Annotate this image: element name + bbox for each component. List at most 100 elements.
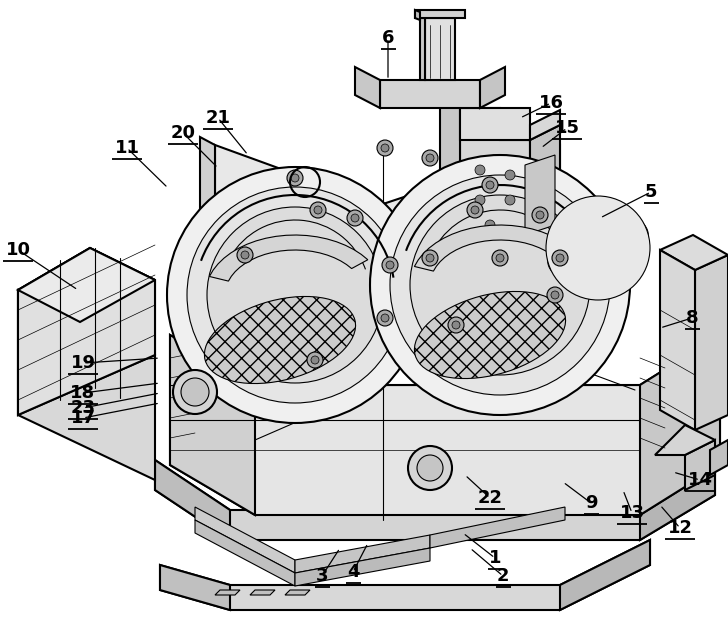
Ellipse shape	[414, 292, 566, 379]
Polygon shape	[215, 145, 560, 310]
Text: 20: 20	[170, 124, 196, 142]
Circle shape	[482, 177, 498, 193]
Circle shape	[532, 207, 548, 223]
Polygon shape	[415, 10, 420, 20]
Polygon shape	[460, 108, 530, 140]
Polygon shape	[285, 590, 310, 595]
Polygon shape	[655, 425, 715, 455]
Circle shape	[492, 250, 508, 266]
Polygon shape	[460, 108, 530, 200]
Circle shape	[422, 150, 438, 166]
Circle shape	[426, 154, 434, 162]
Text: 4: 4	[347, 563, 359, 581]
Polygon shape	[195, 520, 295, 586]
Polygon shape	[160, 540, 650, 610]
Text: 17: 17	[71, 409, 95, 427]
Circle shape	[347, 210, 363, 226]
Circle shape	[377, 310, 393, 326]
Text: 9: 9	[585, 494, 597, 512]
Text: 16: 16	[539, 94, 563, 112]
Circle shape	[410, 195, 590, 375]
Polygon shape	[660, 250, 695, 430]
Text: 12: 12	[668, 519, 692, 537]
Circle shape	[505, 195, 515, 205]
Circle shape	[187, 187, 403, 403]
Circle shape	[552, 250, 568, 266]
Circle shape	[536, 211, 544, 219]
Polygon shape	[380, 80, 480, 108]
Text: 8: 8	[686, 309, 698, 327]
Polygon shape	[18, 248, 155, 415]
Circle shape	[370, 155, 630, 415]
Text: 5: 5	[645, 183, 657, 201]
Circle shape	[386, 261, 394, 269]
Circle shape	[382, 257, 398, 273]
Polygon shape	[415, 10, 465, 18]
Circle shape	[287, 170, 303, 186]
Polygon shape	[660, 235, 728, 270]
Polygon shape	[710, 440, 728, 475]
Circle shape	[467, 202, 483, 218]
Circle shape	[486, 181, 494, 189]
Text: 18: 18	[71, 384, 95, 402]
Circle shape	[311, 356, 319, 364]
Polygon shape	[420, 18, 425, 80]
Text: 1: 1	[488, 549, 502, 567]
Circle shape	[422, 250, 438, 266]
Polygon shape	[640, 465, 715, 540]
Circle shape	[408, 446, 452, 490]
Polygon shape	[155, 460, 715, 540]
Circle shape	[471, 206, 479, 214]
Text: 11: 11	[114, 139, 140, 157]
Text: 15: 15	[555, 119, 579, 137]
Polygon shape	[530, 110, 560, 140]
Polygon shape	[695, 255, 728, 430]
Circle shape	[307, 352, 323, 368]
Circle shape	[505, 170, 515, 180]
Circle shape	[167, 167, 423, 423]
Polygon shape	[18, 248, 155, 322]
Text: 6: 6	[381, 29, 395, 47]
Polygon shape	[430, 507, 565, 548]
Circle shape	[207, 207, 383, 383]
Circle shape	[417, 455, 443, 481]
Polygon shape	[215, 590, 240, 595]
Polygon shape	[200, 137, 215, 250]
Polygon shape	[640, 335, 720, 515]
Text: 23: 23	[71, 399, 95, 417]
Polygon shape	[18, 290, 155, 480]
Text: 3: 3	[316, 567, 328, 585]
Text: 13: 13	[620, 504, 644, 522]
Circle shape	[381, 314, 389, 322]
Polygon shape	[530, 125, 560, 200]
Text: 22: 22	[478, 489, 502, 507]
Polygon shape	[355, 67, 380, 108]
Circle shape	[475, 165, 485, 175]
Polygon shape	[560, 540, 650, 610]
Ellipse shape	[205, 297, 355, 384]
Polygon shape	[295, 548, 430, 586]
Circle shape	[556, 254, 564, 262]
Circle shape	[291, 174, 299, 182]
Polygon shape	[170, 335, 255, 515]
Circle shape	[426, 254, 434, 262]
Text: 10: 10	[6, 241, 31, 259]
Polygon shape	[18, 248, 155, 415]
Polygon shape	[525, 155, 555, 235]
Circle shape	[377, 140, 393, 156]
Circle shape	[310, 202, 326, 218]
Text: 19: 19	[71, 354, 95, 372]
Polygon shape	[210, 235, 368, 281]
Polygon shape	[425, 18, 455, 80]
Polygon shape	[170, 335, 720, 515]
Polygon shape	[440, 96, 460, 200]
Polygon shape	[250, 590, 275, 595]
Circle shape	[547, 287, 563, 303]
Circle shape	[181, 378, 209, 406]
Polygon shape	[155, 460, 230, 540]
Text: 14: 14	[687, 471, 713, 489]
Circle shape	[496, 254, 504, 262]
Circle shape	[381, 144, 389, 152]
Circle shape	[452, 321, 460, 329]
Circle shape	[237, 247, 253, 263]
